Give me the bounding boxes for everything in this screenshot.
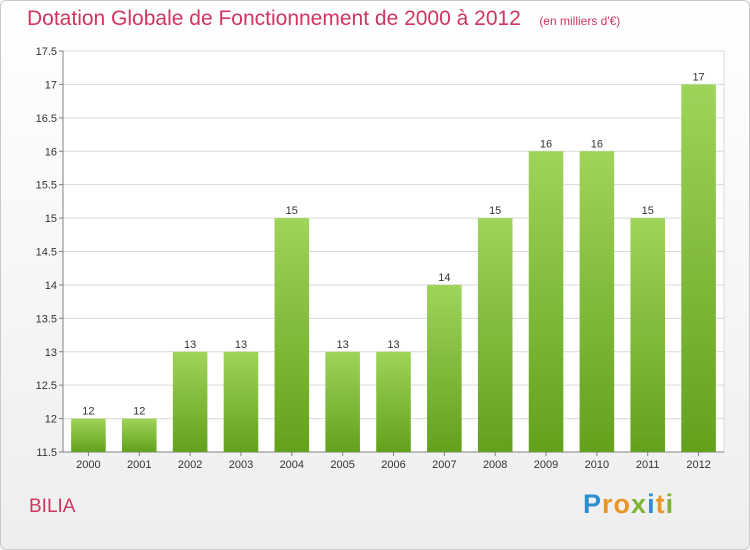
bar xyxy=(121,418,157,452)
x-tick-label: 2010 xyxy=(585,459,609,471)
x-tick-label: 2011 xyxy=(636,459,660,471)
data-label: 14 xyxy=(438,272,450,284)
bar xyxy=(528,151,564,452)
x-tick-label: 2005 xyxy=(330,459,354,471)
bar xyxy=(376,351,411,452)
logo-letter: o xyxy=(613,489,632,519)
y-tick-label: 16.5 xyxy=(36,113,57,125)
x-tick-label: 2009 xyxy=(534,459,558,471)
chart-title: Dotation Globale de Fonctionnement de 20… xyxy=(27,7,521,30)
data-label: 13 xyxy=(184,339,196,351)
y-tick-label: 14 xyxy=(45,280,57,292)
x-tick-label: 2008 xyxy=(483,459,507,471)
data-label: 12 xyxy=(82,406,94,418)
bar xyxy=(274,218,310,452)
commune-name: BILIA xyxy=(29,496,76,517)
x-tick-label: 2000 xyxy=(76,459,100,471)
y-tick-label: 16 xyxy=(45,146,57,158)
y-tick-label: 15 xyxy=(45,213,57,225)
logo-letter: i xyxy=(647,489,656,519)
x-tick-label: 2003 xyxy=(229,459,253,471)
y-tick-label: 13 xyxy=(45,347,57,359)
proxiti-logo: Proxiti xyxy=(583,489,674,520)
data-label: 15 xyxy=(642,205,654,217)
data-label: 15 xyxy=(489,205,501,217)
y-tick-label: 11.5 xyxy=(36,447,57,459)
bar xyxy=(579,151,615,452)
data-label: 17 xyxy=(692,71,704,83)
data-label: 16 xyxy=(591,138,603,150)
bar xyxy=(427,284,462,452)
data-label: 12 xyxy=(133,406,145,418)
data-label: 15 xyxy=(286,205,298,217)
x-tick-label: 2001 xyxy=(127,459,151,471)
bar xyxy=(172,351,208,452)
chart-title-block: Dotation Globale de Fonctionnement de 20… xyxy=(27,7,620,31)
y-tick-label: 15.5 xyxy=(36,180,57,192)
logo-letter: x xyxy=(631,489,648,519)
bar xyxy=(630,218,666,452)
y-tick-label: 17.5 xyxy=(36,46,57,58)
unit-note: (en milliers d'€) xyxy=(539,14,621,28)
logo-letter: t xyxy=(655,489,666,519)
x-tick-label: 2002 xyxy=(178,459,202,471)
y-tick-label: 13.5 xyxy=(36,313,57,325)
x-tick-label: 2004 xyxy=(280,459,304,471)
logo-letter: P xyxy=(583,489,603,519)
bar xyxy=(71,418,106,452)
bar xyxy=(477,218,513,452)
logo-letter: r xyxy=(602,489,614,519)
data-label: 13 xyxy=(387,339,399,351)
y-tick-label: 17 xyxy=(45,79,57,91)
x-tick-label: 2006 xyxy=(381,459,405,471)
logo-letter: i xyxy=(665,489,675,519)
bar xyxy=(681,84,716,453)
data-label: 13 xyxy=(235,339,247,351)
x-tick-label: 2007 xyxy=(432,459,456,471)
bar xyxy=(223,351,259,452)
y-tick-label: 12 xyxy=(45,414,57,426)
y-tick-label: 12.5 xyxy=(36,380,57,392)
data-label: 13 xyxy=(337,339,349,351)
y-tick-label: 14.5 xyxy=(36,247,57,259)
x-tick-label: 2012 xyxy=(686,459,710,471)
data-label: 16 xyxy=(540,138,552,150)
bar xyxy=(325,351,360,452)
